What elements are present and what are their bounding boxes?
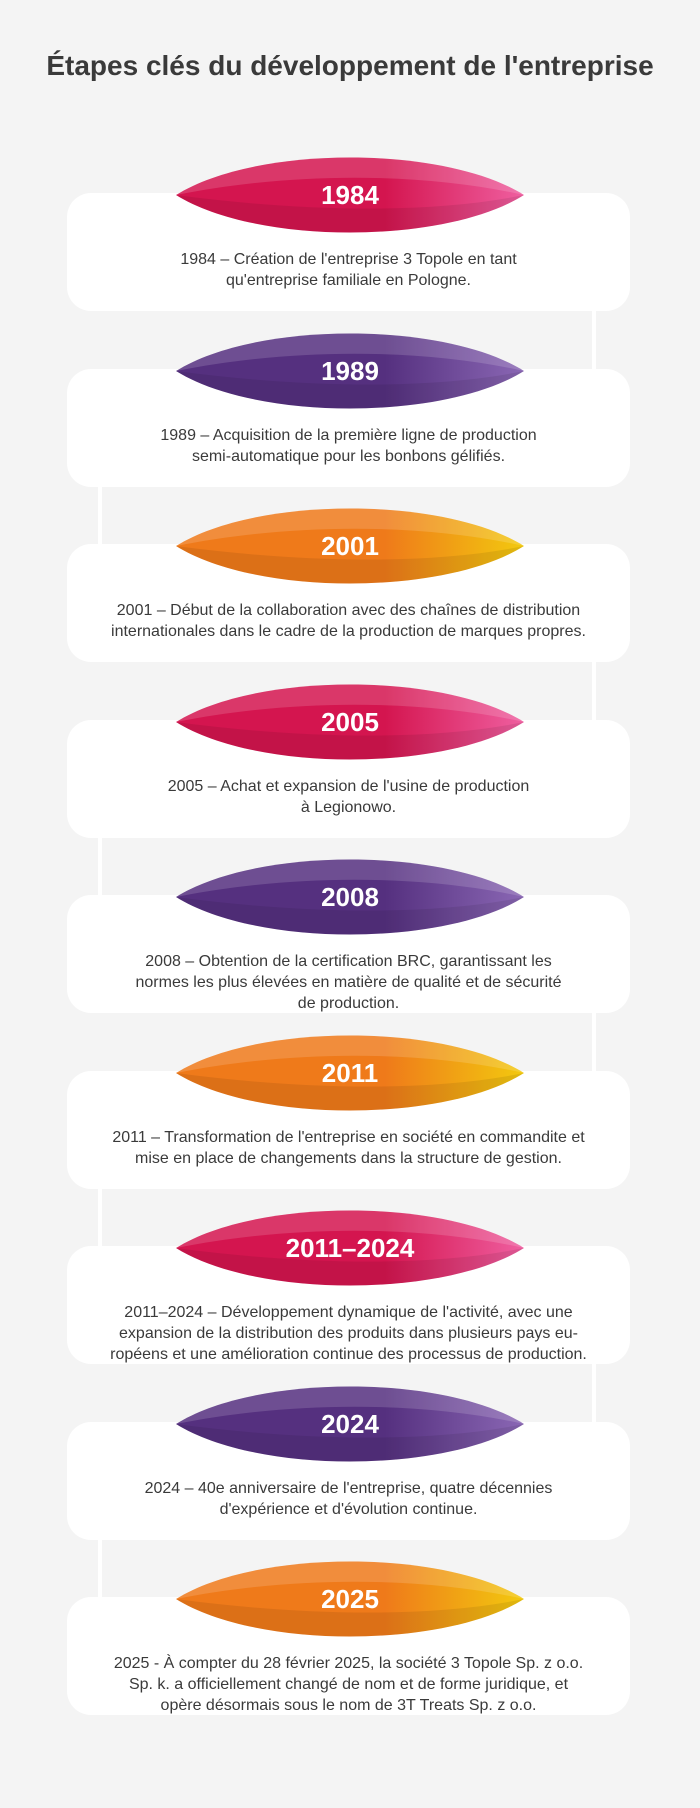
year-badge: 2001	[176, 504, 524, 588]
year-badge: 2008	[176, 855, 524, 939]
page-title: Étapes clés du développement de l'entrep…	[46, 50, 654, 81]
leaf-shape	[176, 157, 524, 233]
milestone-description: 2011–2024 – Développement dynamique de l…	[110, 1304, 587, 1363]
leaf-shape	[176, 1561, 524, 1637]
milestone-card: 2024 – 40e anniversaire de l'entreprise,…	[67, 1422, 630, 1540]
year-badge: 1984	[176, 153, 524, 237]
milestone-description: 2025 - À compter du 28 février 2025, la …	[113, 1655, 584, 1714]
year-badge: 1989	[176, 329, 524, 413]
milestone-card: 2008 – Obtention de la certification BRC…	[67, 895, 630, 1013]
year-badge: 2005	[176, 680, 524, 764]
milestone-description: 2005 – Achat et expansion de l'usine de …	[167, 778, 530, 816]
leaf-shape	[176, 859, 524, 935]
timeline-connector	[98, 1129, 102, 1305]
year-badge: 2011–2024	[176, 1206, 524, 1290]
milestone-year: 2011–2024	[285, 1233, 415, 1263]
timeline-connector	[592, 252, 596, 428]
milestone-description: 1984 – Création de l'entreprise 3 Topole…	[180, 251, 517, 289]
milestone-year: 1989	[321, 356, 379, 386]
leaf-shape	[176, 1035, 524, 1111]
milestone-year: 2011	[321, 1058, 379, 1088]
timeline-connector	[98, 427, 102, 603]
leaf-shape	[176, 1210, 524, 1286]
milestone-description: 2008 – Obtention de la certification BRC…	[135, 953, 562, 1012]
timeline-connector	[98, 1480, 102, 1656]
timeline-connector	[592, 954, 596, 1130]
milestone-year: 2025	[321, 1584, 379, 1614]
year-badge: 2025	[176, 1557, 524, 1641]
timeline-connector	[592, 603, 596, 779]
year-badge: 2024	[176, 1382, 524, 1466]
timeline-connector	[592, 1305, 596, 1481]
milestone-year: 2005	[321, 707, 379, 737]
leaf-shape	[176, 1386, 524, 1462]
milestone-year: 2008	[321, 882, 379, 912]
milestone-year: 2024	[321, 1409, 379, 1439]
milestone-description: 2011 – Transformation de l'entreprise en…	[112, 1129, 585, 1167]
leaf-shape	[176, 684, 524, 760]
milestone-description: 1989 – Acquisition de la première ligne …	[160, 427, 537, 465]
milestone-description: 2024 – 40e anniversaire de l'entreprise,…	[144, 1480, 553, 1518]
leaf-shape	[176, 333, 524, 409]
milestone-description: 2001 – Début de la collaboration avec de…	[111, 602, 586, 640]
milestone-year: 2001	[321, 531, 379, 561]
year-badge: 2011	[176, 1031, 524, 1115]
timeline-connector	[98, 778, 102, 954]
milestone-year: 1984	[321, 180, 379, 210]
leaf-shape	[176, 508, 524, 584]
